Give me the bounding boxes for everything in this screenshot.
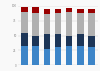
- Bar: [77, 46, 84, 65]
- Bar: [88, 47, 95, 65]
- Bar: [32, 13, 39, 36]
- Bar: [55, 47, 61, 65]
- Bar: [21, 33, 28, 46]
- Bar: [77, 34, 84, 46]
- Bar: [44, 34, 50, 49]
- Bar: [66, 12, 72, 36]
- Bar: [88, 9, 95, 13]
- Bar: [21, 46, 28, 65]
- Bar: [21, 7, 28, 12]
- Bar: [66, 46, 72, 65]
- Bar: [32, 46, 39, 65]
- Bar: [77, 13, 84, 34]
- Bar: [44, 9, 50, 14]
- Bar: [32, 7, 39, 13]
- Bar: [88, 36, 95, 47]
- Bar: [21, 12, 28, 33]
- Bar: [55, 13, 61, 34]
- Bar: [55, 9, 61, 13]
- Bar: [55, 34, 61, 47]
- Bar: [88, 13, 95, 36]
- Bar: [44, 14, 50, 34]
- Bar: [66, 36, 72, 46]
- Bar: [32, 36, 39, 46]
- Bar: [44, 49, 50, 65]
- Bar: [66, 8, 72, 12]
- Bar: [77, 9, 84, 13]
